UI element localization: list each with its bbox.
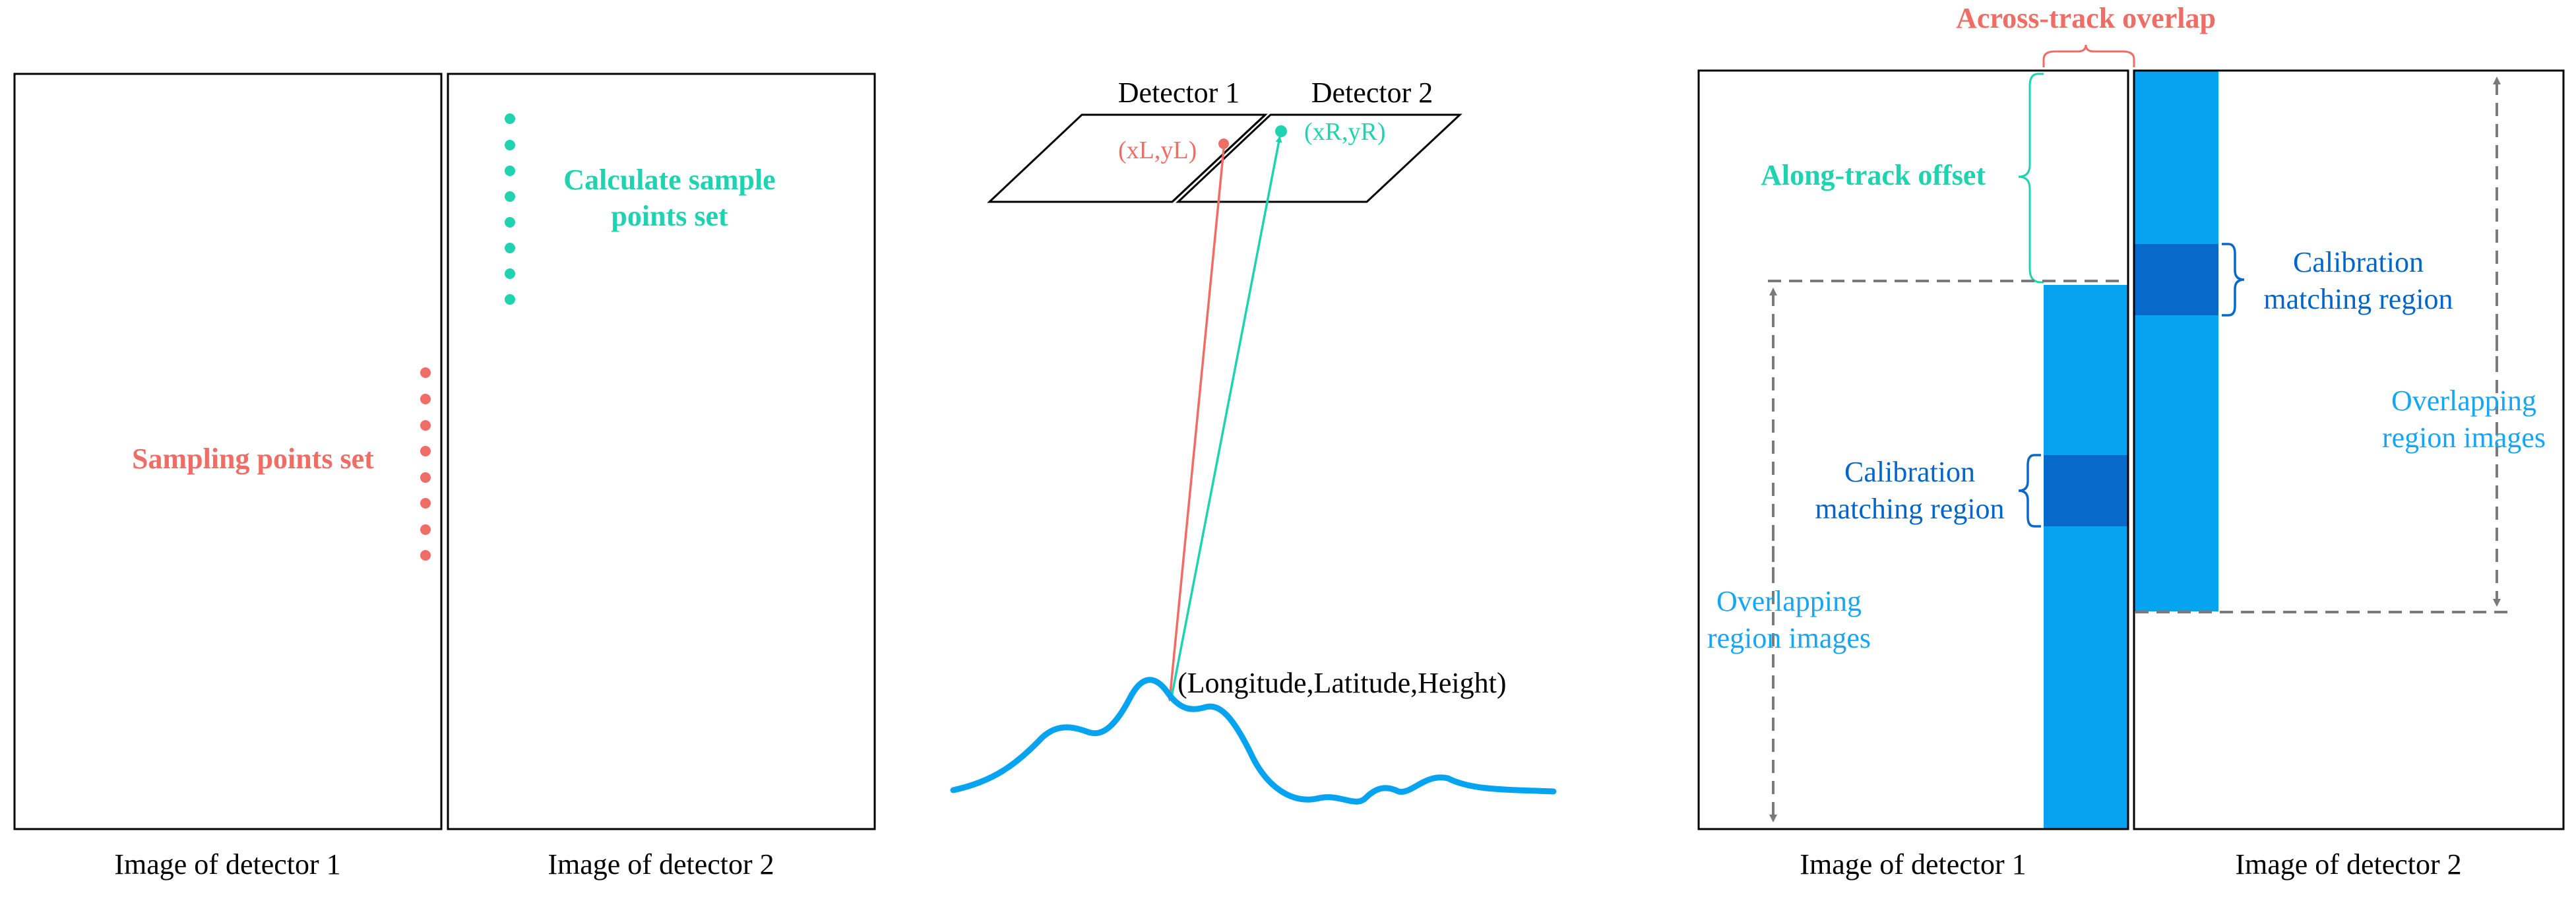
sampling-points: [420, 367, 431, 561]
panel-c-caption-left: Image of detector 1: [1800, 848, 2026, 881]
right-overlap-label-line1: Overlapping: [2391, 385, 2536, 417]
along-track-brace: [2018, 73, 2044, 284]
left-calibration-label-line1: Calibration: [1844, 456, 1975, 488]
calculated-sample-points: [505, 113, 515, 305]
terrain-profile: [950, 677, 1557, 805]
plane-overlap-line: [1171, 113, 1267, 203]
sampling-points-label: Sampling points set: [132, 443, 374, 475]
ray-right-arrow: [1170, 136, 1282, 701]
point-right-marker: [1275, 125, 1287, 137]
ray-left-arrow: [1166, 148, 1225, 702]
detector1-label: Detector 1: [1118, 77, 1240, 109]
calculate-sample-label-line1: Calculate sample: [563, 164, 775, 196]
left-calibration-region: [2044, 455, 2128, 526]
panel-c-detector1-frame: [1697, 69, 2129, 830]
detector1-image-frame: [13, 73, 443, 830]
across-track-brace: [2042, 44, 2135, 67]
left-overlap-label-line2: region images: [1707, 622, 1871, 654]
right-overlap-label-line2: region images: [2382, 421, 2546, 454]
panel-a-caption-right: Image of detector 2: [548, 848, 774, 881]
along-track-label: Along-track offset: [1761, 159, 1986, 191]
point-right-label: (xR,yR): [1304, 118, 1386, 146]
panel-c: Across-track overlap Along-track offset …: [1697, 2, 2565, 881]
right-calibration-region: [2134, 244, 2218, 315]
ground-point-label: (Longitude,Latitude,Height): [1178, 667, 1507, 699]
left-overlap-label-line1: Overlapping: [1716, 585, 1862, 617]
panel-c-caption-right: Image of detector 2: [2235, 848, 2461, 881]
left-calibration-label-line2: matching region: [1815, 493, 2004, 525]
right-calibration-label-line1: Calibration: [2293, 246, 2424, 278]
across-track-label: Across-track overlap: [1956, 2, 2216, 34]
right-calibration-label-line2: matching region: [2263, 283, 2453, 315]
right-calibration-brace: [2222, 243, 2245, 317]
detector2-plane: [1176, 113, 1462, 203]
calculate-sample-label-line2: points set: [611, 200, 728, 232]
panel-c-detector2-frame: [2133, 69, 2565, 830]
detector2-image-frame: [447, 73, 876, 830]
detector2-label: Detector 2: [1311, 77, 1433, 109]
panel-b: Detector 1 Detector 2 (xL,yL) (xR,yR) (L…: [950, 77, 1557, 805]
right-overlap-strip: [2134, 71, 2218, 611]
panel-a-caption-left: Image of detector 1: [114, 848, 340, 881]
point-left-label: (xL,yL): [1118, 137, 1197, 164]
left-calibration-brace: [2018, 454, 2041, 528]
point-left-marker: [1218, 139, 1229, 149]
panel-a: Sampling points set Calculate sample poi…: [13, 73, 876, 881]
left-overlap-strip: [2044, 285, 2128, 829]
